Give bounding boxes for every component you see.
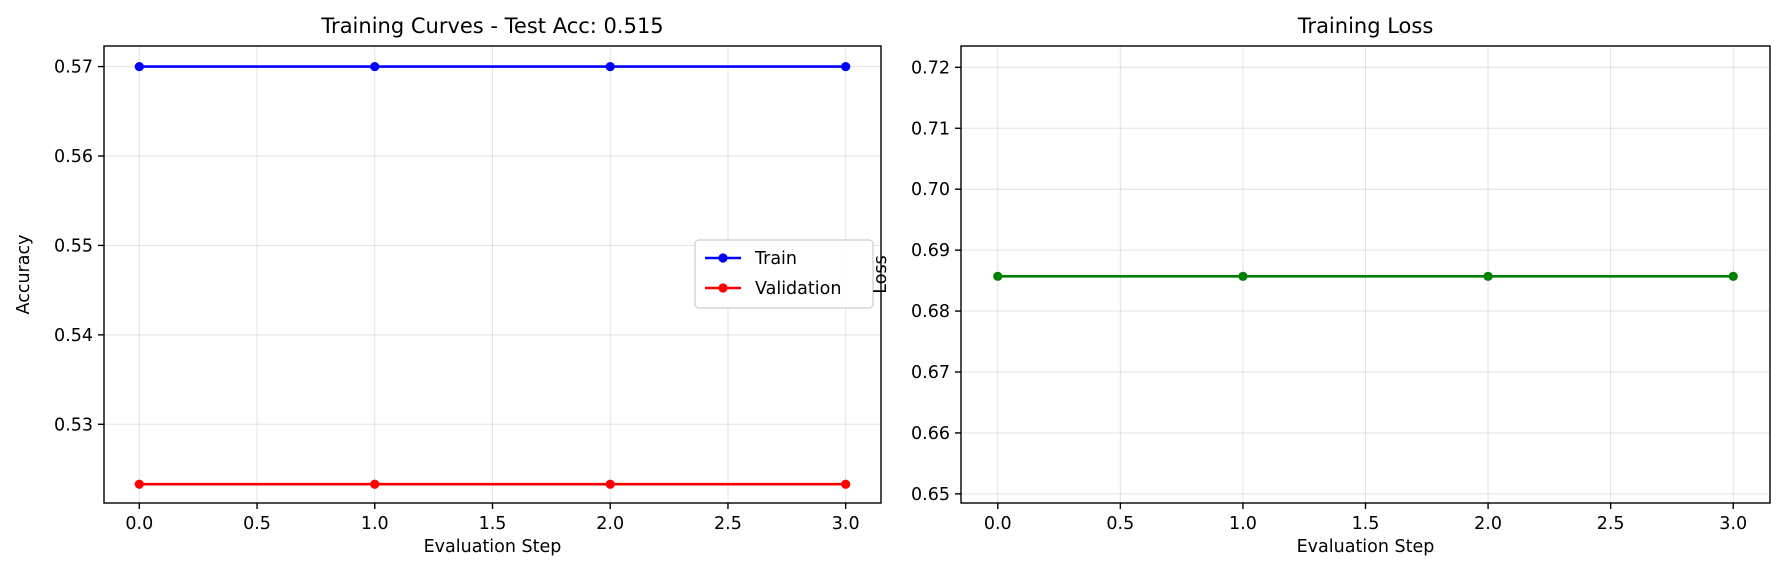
x-tick-label: 2.5 — [714, 514, 742, 534]
y-tick-label: 0.65 — [911, 485, 950, 505]
y-tick-label: 0.56 — [54, 147, 93, 167]
data-point — [605, 479, 615, 489]
plot-frame — [103, 45, 882, 504]
data-point — [993, 271, 1003, 281]
y-tick-label: 0.72 — [911, 58, 950, 78]
legend-label: Train — [754, 249, 797, 269]
y-tick-label: 0.67 — [911, 363, 950, 383]
x-tick-label: 3.0 — [1719, 514, 1747, 534]
x-tick-label: 1.5 — [479, 514, 507, 534]
x-tick-label: 3.0 — [832, 514, 860, 534]
data-point — [370, 479, 380, 489]
y-tick-label: 0.68 — [911, 302, 950, 322]
y-tick-label: 0.70 — [911, 180, 950, 200]
y-tick-label: 0.53 — [54, 415, 93, 435]
data-point — [841, 61, 851, 72]
x-tick-label: 0.0 — [125, 514, 153, 534]
data-point — [134, 479, 144, 489]
y-tick-label: 0.69 — [911, 241, 950, 261]
x-axis-label: Evaluation Step — [424, 537, 562, 557]
x-tick-label: 2.5 — [1597, 514, 1625, 534]
y-axis-label: Loss — [871, 255, 891, 293]
x-tick-label: 0.0 — [984, 514, 1012, 534]
y-tick-label: 0.71 — [911, 119, 950, 139]
y-axis-label: Accuracy — [14, 235, 34, 315]
legend-label: Validation — [755, 279, 841, 299]
data-point — [1728, 271, 1738, 281]
x-tick-label: 0.5 — [1106, 514, 1134, 534]
plot-frame — [960, 45, 1771, 504]
x-tick-label: 1.0 — [361, 514, 389, 534]
legend-swatch-marker — [718, 283, 728, 293]
x-tick-label: 2.0 — [1474, 514, 1502, 534]
x-tick-label: 2.0 — [596, 514, 624, 534]
y-tick-label: 0.66 — [911, 424, 950, 444]
data-point — [134, 61, 144, 72]
x-tick-label: 1.5 — [1352, 514, 1380, 534]
data-point — [1238, 271, 1248, 281]
chart-title: Training Curves - Test Acc: 0.515 — [320, 14, 663, 38]
accuracy-chart: 0.0 0.5 1.0 1.5 2.0 2.5 3.0 0.53 0.54 0.55 0.56 0.5… — [14, 14, 882, 557]
x-tick-label: 0.5 — [243, 514, 271, 534]
y-tick-label: 0.54 — [54, 326, 93, 346]
loss-chart: 0.0 0.5 1.0 1.5 2.0 2.5 3.0 0.65 0.66 0.67 0.68 0.6… — [871, 14, 1771, 557]
data-point — [605, 61, 615, 72]
y-tick-label: 0.57 — [54, 58, 93, 78]
data-point — [1483, 271, 1493, 281]
data-point — [370, 61, 380, 72]
x-tick-label: 1.0 — [1229, 514, 1257, 534]
legend-swatch-marker — [718, 253, 728, 263]
y-tick-label: 0.55 — [54, 236, 93, 256]
x-axis-label: Evaluation Step — [1297, 537, 1435, 557]
data-point — [841, 479, 851, 489]
chart-title: Training Loss — [1297, 14, 1434, 38]
